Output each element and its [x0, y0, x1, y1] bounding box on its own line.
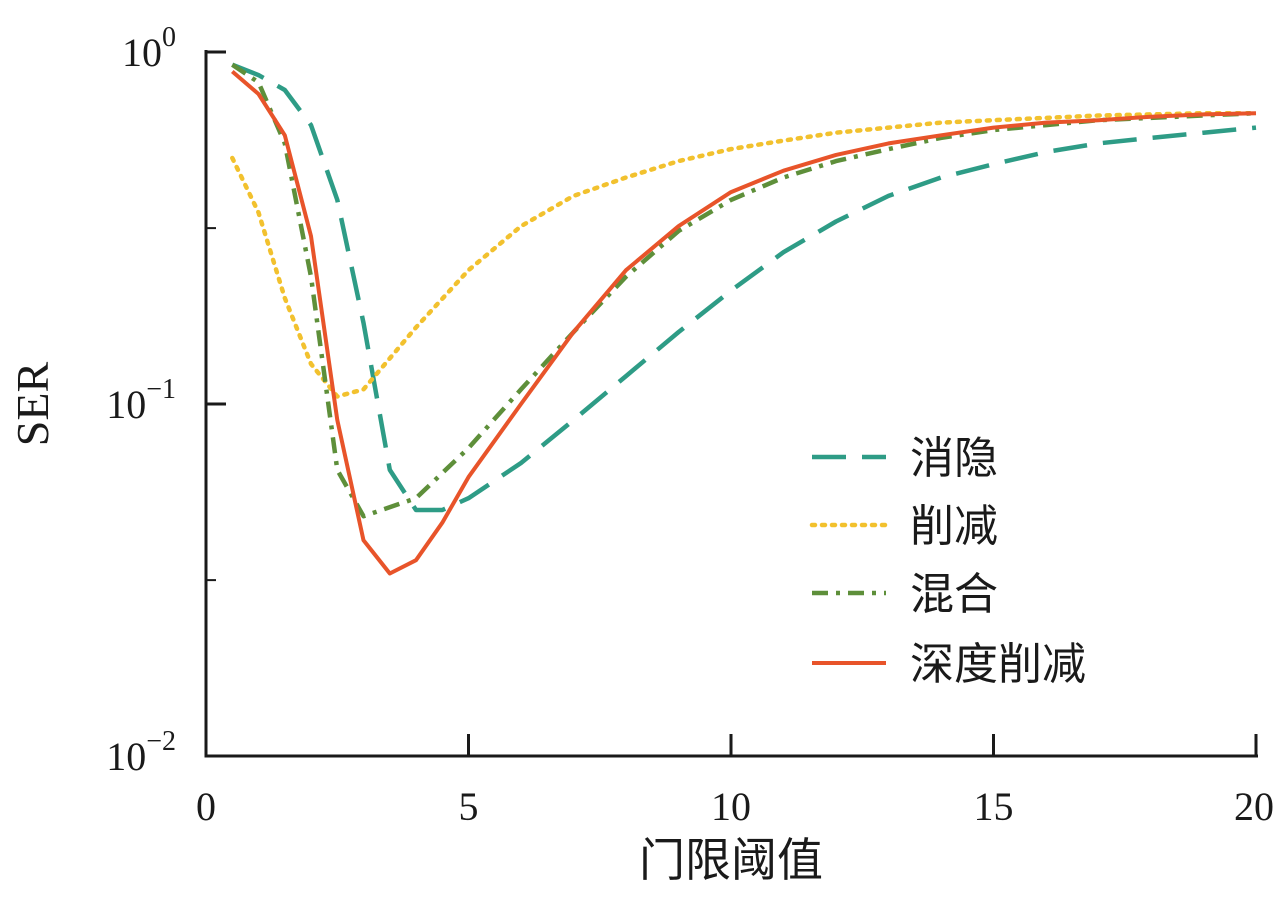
y-tick-exponent-1: −1	[146, 374, 176, 405]
x-tick-label-1: 5	[459, 784, 479, 829]
legend-label-1: 削减	[910, 501, 998, 552]
x-tick-label-4: 20	[1234, 784, 1274, 829]
y-tick-label-2: 10−2	[106, 726, 176, 779]
series-line-0	[231, 62, 1257, 513]
legend-label-2: 混合	[910, 569, 998, 620]
y-tick-exponent-0: 0	[162, 22, 176, 53]
series-line-1	[230, 110, 1259, 399]
legend-label-0: 消隐	[910, 433, 998, 484]
y-tick-label-0: 100	[122, 22, 176, 75]
x-tick-label-3: 15	[974, 784, 1014, 829]
y-axis-title: SER	[7, 362, 58, 447]
y-tick-label-1: 10−1	[106, 374, 176, 427]
y-tick-exponent-2: −2	[146, 726, 176, 757]
axes-layer: 0 5 10 15 20 100 10−1 10−2	[106, 22, 1274, 829]
x-tick-label-2: 10	[711, 784, 751, 829]
series-layer	[230, 62, 1259, 576]
series-line-2	[231, 62, 1257, 519]
x-tick-label-0: 0	[196, 784, 216, 829]
legend-label-3: 深度削减	[910, 639, 1086, 690]
series-line-3	[230, 69, 1257, 576]
x-axis-title: 门限阈值	[639, 833, 823, 887]
